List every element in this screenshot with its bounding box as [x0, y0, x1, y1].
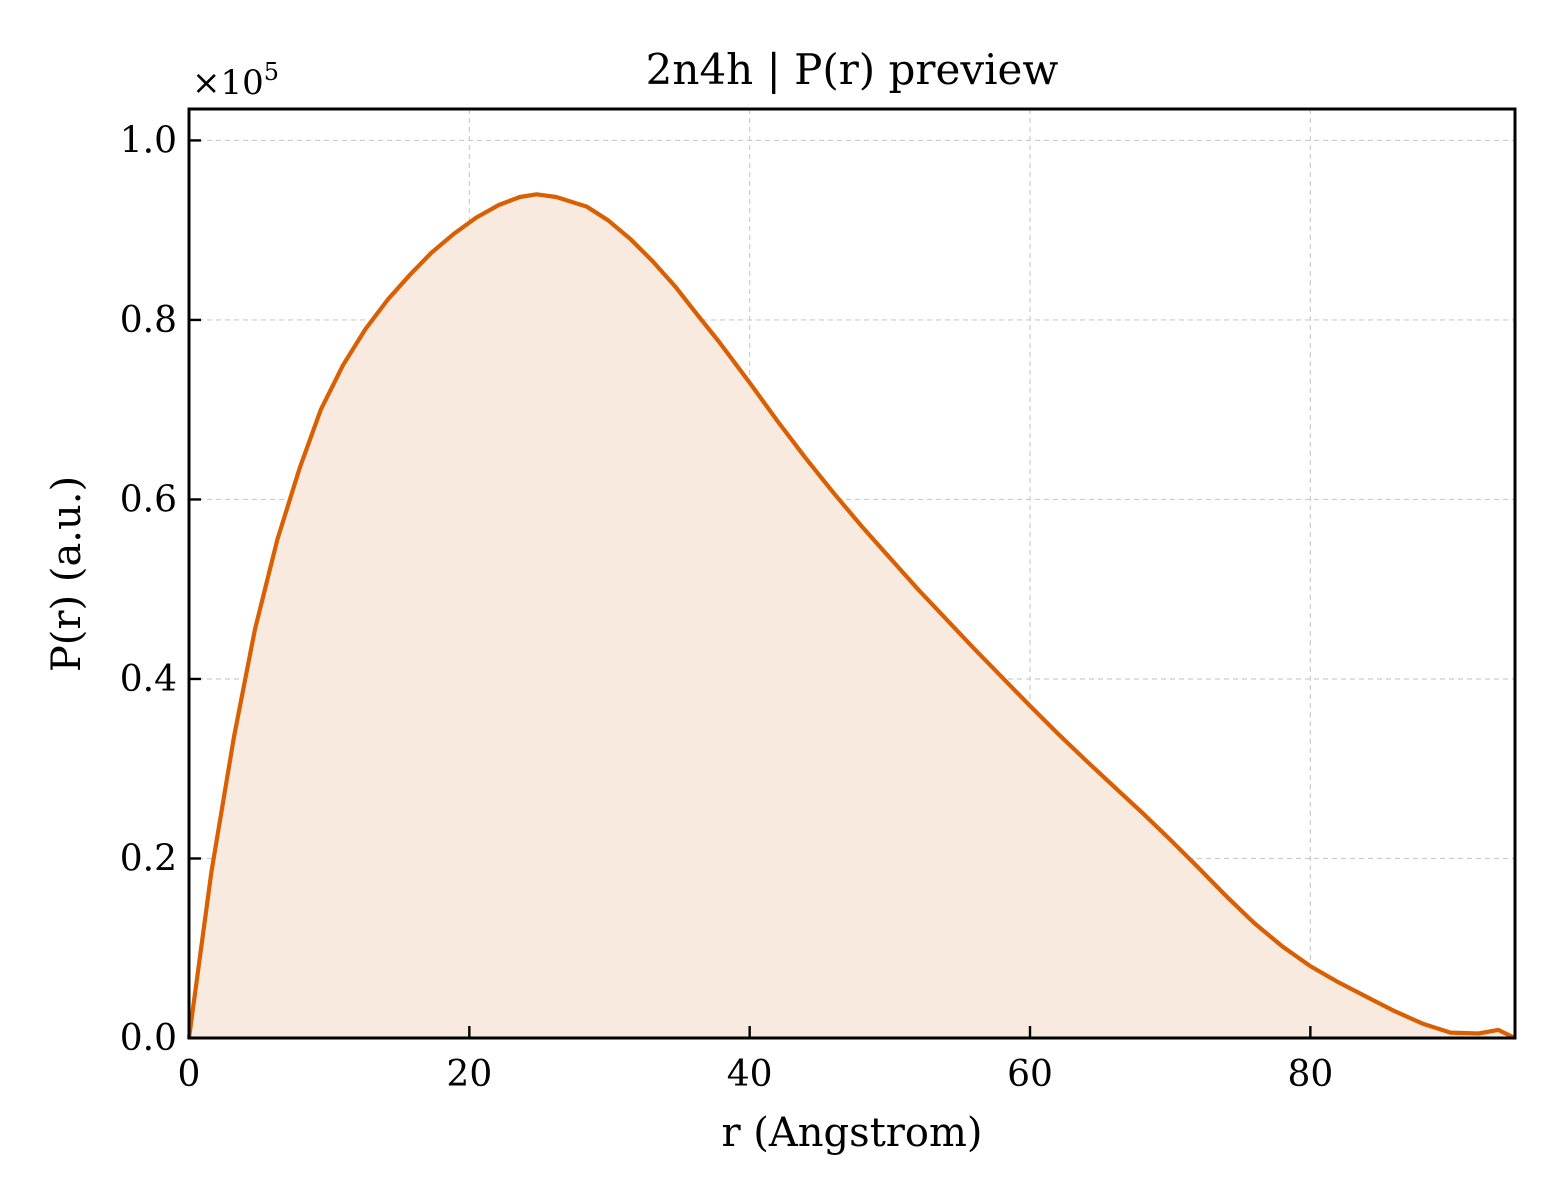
x-axis-label: r (Angstrom) — [721, 1110, 982, 1156]
axis-ticks: 0 20 40 60 80 0.0 0.2 0.4 0.6 0.8 1.0 — [120, 120, 1334, 1095]
x-tick-label: 80 — [1287, 1054, 1333, 1095]
x-tick-label: 40 — [727, 1054, 773, 1095]
pr-area-fill — [189, 194, 1515, 1039]
x-tick-label: 20 — [446, 1054, 492, 1095]
y-tick-label: 0.0 — [120, 1018, 177, 1059]
y-tick-label: 0.4 — [120, 659, 177, 700]
y-scale-base: ×10 — [192, 63, 264, 103]
x-tick-label: 60 — [1007, 1054, 1053, 1095]
plot-frame — [187, 107, 1517, 1040]
y-tick-label: 0.2 — [120, 838, 177, 879]
chart-title: 2n4h | P(r) preview — [646, 45, 1059, 94]
y-scale-exponent: 5 — [264, 58, 279, 86]
y-tick-label: 0.6 — [120, 479, 177, 520]
y-axis-label: P(r) (a.u.) — [44, 476, 90, 672]
y-scale-multiplier: ×105 — [192, 58, 279, 103]
y-tick-label: 0.8 — [120, 300, 177, 341]
pr-series-line — [186, 192, 1516, 1040]
x-tick-label: 0 — [178, 1054, 201, 1095]
y-tick-label: 1.0 — [120, 120, 177, 161]
